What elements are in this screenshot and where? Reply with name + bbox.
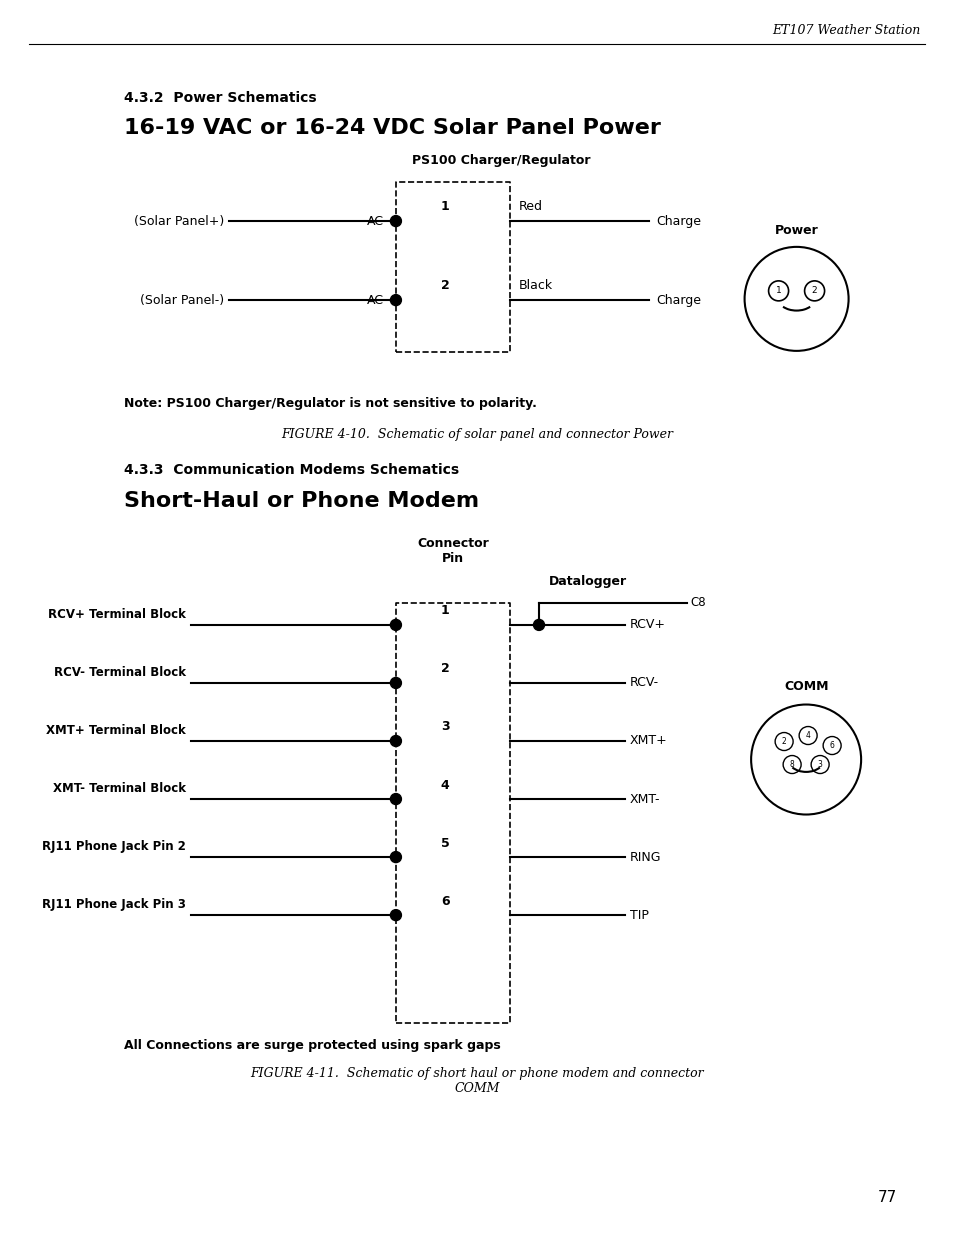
Text: XMT-: XMT-	[629, 793, 659, 805]
Circle shape	[390, 794, 401, 804]
Text: XMT+ Terminal Block: XMT+ Terminal Block	[46, 724, 186, 737]
Text: C8: C8	[689, 597, 705, 609]
Text: 4: 4	[440, 778, 449, 792]
Text: 4.3.2  Power Schematics: 4.3.2 Power Schematics	[124, 91, 316, 105]
Text: (Solar Panel-): (Solar Panel-)	[140, 294, 224, 306]
Text: XMT+: XMT+	[629, 735, 667, 747]
Text: RJ11 Phone Jack Pin 2: RJ11 Phone Jack Pin 2	[42, 840, 186, 853]
Text: RCV-: RCV-	[629, 677, 659, 689]
Text: RJ11 Phone Jack Pin 3: RJ11 Phone Jack Pin 3	[42, 898, 186, 911]
Text: FIGURE 4-10.  Schematic of solar panel and connector Power: FIGURE 4-10. Schematic of solar panel an…	[281, 427, 672, 441]
Text: 16-19 VAC or 16-24 VDC Solar Panel Power: 16-19 VAC or 16-24 VDC Solar Panel Power	[124, 119, 660, 138]
Text: (Solar Panel+): (Solar Panel+)	[133, 215, 224, 227]
Text: 2: 2	[811, 287, 817, 295]
Text: All Connections are surge protected using spark gaps: All Connections are surge protected usin…	[124, 1039, 500, 1052]
Text: Power: Power	[774, 224, 818, 237]
Text: AC: AC	[367, 215, 383, 227]
Text: 4.3.3  Communication Modems Schematics: 4.3.3 Communication Modems Schematics	[124, 463, 458, 477]
Text: 3: 3	[817, 760, 821, 769]
Circle shape	[390, 620, 401, 630]
Text: COMM: COMM	[783, 679, 827, 693]
Circle shape	[390, 216, 401, 226]
Text: 4: 4	[805, 731, 810, 740]
Circle shape	[390, 295, 401, 305]
Circle shape	[390, 736, 401, 746]
Text: Note: PS100 Charger/Regulator is not sensitive to polarity.: Note: PS100 Charger/Regulator is not sen…	[124, 396, 537, 410]
Text: 1: 1	[440, 200, 449, 212]
Text: RCV- Terminal Block: RCV- Terminal Block	[53, 666, 186, 679]
Text: RCV+ Terminal Block: RCV+ Terminal Block	[48, 608, 186, 621]
Text: 6: 6	[440, 894, 449, 908]
Text: 1: 1	[775, 287, 781, 295]
Circle shape	[533, 620, 544, 630]
Text: Charge: Charge	[656, 294, 701, 306]
Text: Connector
Pin: Connector Pin	[416, 537, 489, 564]
Text: 3: 3	[440, 720, 449, 734]
Text: Datalogger: Datalogger	[548, 574, 626, 588]
Text: 1: 1	[440, 604, 449, 618]
Text: TIP: TIP	[629, 909, 648, 921]
Text: 8: 8	[789, 760, 794, 769]
Text: 5: 5	[440, 836, 449, 850]
Circle shape	[390, 678, 401, 688]
Text: Charge: Charge	[656, 215, 701, 227]
Text: PS100 Charger/Regulator: PS100 Charger/Regulator	[411, 153, 590, 167]
Circle shape	[390, 852, 401, 862]
Text: XMT- Terminal Block: XMT- Terminal Block	[52, 782, 186, 795]
Text: 77: 77	[877, 1191, 896, 1205]
Text: RCV+: RCV+	[629, 619, 665, 631]
Text: Red: Red	[517, 200, 542, 214]
Text: FIGURE 4-11.  Schematic of short haul or phone modem and connector
COMM: FIGURE 4-11. Schematic of short haul or …	[250, 1067, 703, 1095]
Text: AC: AC	[367, 294, 383, 306]
Circle shape	[390, 910, 401, 920]
Text: 2: 2	[440, 279, 449, 291]
Text: Short-Haul or Phone Modem: Short-Haul or Phone Modem	[124, 492, 478, 511]
Text: 2: 2	[781, 737, 785, 746]
Text: ET107 Weather Station: ET107 Weather Station	[772, 23, 920, 37]
Text: 6: 6	[829, 741, 834, 750]
Text: RING: RING	[629, 851, 660, 863]
Text: 2: 2	[440, 662, 449, 676]
Text: Black: Black	[517, 279, 552, 293]
